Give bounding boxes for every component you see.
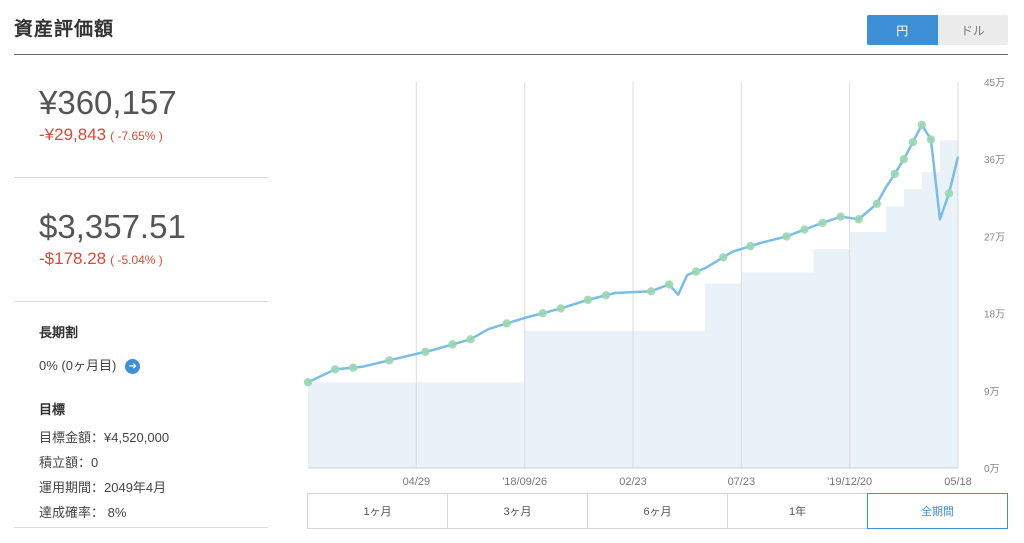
- data-point-14: [691, 267, 701, 276]
- period-selector: 1ヶ月 3ヶ月 6ヶ月 1年 全期間: [307, 493, 1008, 529]
- data-point-23: [890, 169, 900, 178]
- long-term-heading: 長期割: [39, 325, 79, 340]
- data-point-0: [303, 378, 313, 387]
- data-point-15: [719, 253, 728, 262]
- data-point-16: [746, 241, 755, 251]
- yen-change-amount: -¥29,843: [39, 125, 107, 144]
- data-point-21: [854, 215, 863, 224]
- arrow-right-icon[interactable]: ➜: [125, 359, 141, 375]
- data-point-10: [583, 295, 593, 305]
- usd-change-pct: ( -5.04% ): [110, 253, 163, 267]
- yen-value: ¥360,157: [39, 84, 177, 121]
- goal-section: 長期割 0% (0ヶ月目) ➜ 目標 目標金額：¥4,520,000 積立額：0 …: [14, 302, 268, 528]
- x-tick-label-2: 02/23: [619, 476, 647, 488]
- data-point-5: [448, 340, 457, 349]
- x-tick-label-3: 07/23: [728, 476, 756, 488]
- period-button-0[interactable]: 1ヶ月: [363, 506, 392, 518]
- page-title: 資産評価額: [14, 19, 115, 40]
- data-point-28: [944, 189, 954, 198]
- data-point-7: [502, 319, 511, 328]
- goal-probability: 達成確率： 8%: [39, 505, 127, 521]
- data-point-20: [836, 212, 845, 221]
- data-point-26: [917, 120, 927, 130]
- data-point-27: [926, 135, 936, 144]
- x-tick-label-4: '19/12/20: [827, 476, 872, 488]
- data-point-1: [330, 365, 340, 374]
- data-point-11: [601, 291, 611, 300]
- data-point-24: [899, 155, 909, 164]
- data-point-19: [818, 218, 827, 228]
- data-point-25: [908, 137, 918, 147]
- usd-change-amount: -$178.28: [39, 249, 107, 268]
- x-tick-label-1: '18/09/26: [502, 476, 547, 488]
- x-tick-label-5: 05/18: [944, 476, 972, 488]
- data-point-22: [872, 199, 881, 209]
- yen-change: -¥29,843( -7.65% ): [14, 125, 268, 145]
- data-point-18: [800, 225, 809, 234]
- period-button-2[interactable]: 6ヶ月: [587, 494, 727, 528]
- usd-change: -$178.28( -5.04% ): [14, 249, 268, 269]
- data-point-17: [782, 232, 791, 241]
- yen-change-pct: ( -7.65% ): [110, 129, 163, 143]
- period-button-3[interactable]: 1年: [727, 494, 867, 528]
- y-tick-label-5: 45万: [984, 78, 1005, 89]
- goal-period: 運用期間：2049年4月: [39, 480, 167, 496]
- summary-panel: ¥360,157 -¥29,843( -7.65% ) $3,357.51 -$…: [14, 56, 268, 528]
- data-point-13: [664, 280, 674, 289]
- dollar-button[interactable]: ドル: [937, 15, 1008, 45]
- y-tick-label-1: 9万: [984, 387, 1000, 398]
- data-point-4: [421, 347, 430, 356]
- data-point-3: [385, 356, 394, 365]
- data-point-8: [538, 308, 547, 318]
- goal-target-amount: 目標金額：¥4,520,000: [39, 430, 170, 446]
- y-tick-label-3: 27万: [984, 232, 1005, 243]
- long-term-status-text: 0% (0ヶ月目): [39, 358, 117, 373]
- currency-toggle: 円 ドル: [867, 15, 1008, 45]
- goal-heading: 目標: [39, 402, 66, 418]
- data-point-2: [348, 363, 358, 372]
- data-point-6: [466, 335, 475, 344]
- period-button-1[interactable]: 3ヶ月: [447, 494, 587, 528]
- yen-summary: ¥360,157 -¥29,843( -7.65% ): [14, 56, 268, 178]
- y-tick-label-0: 0万: [984, 464, 1000, 475]
- header-divider: [14, 54, 1008, 55]
- data-point-9: [556, 304, 565, 313]
- usd-value: $3,357.51: [39, 208, 186, 245]
- y-tick-label-2: 18万: [984, 310, 1005, 321]
- period-button-4[interactable]: 全期間: [867, 493, 1008, 529]
- area-series: [308, 133, 958, 468]
- usd-summary: $3,357.51 -$178.28( -5.04% ): [14, 178, 268, 302]
- goal-contribution: 積立額：0: [39, 455, 99, 471]
- data-point-12: [646, 287, 656, 296]
- y-tick-label-4: 36万: [984, 155, 1005, 166]
- yen-button[interactable]: 円: [867, 15, 938, 45]
- x-tick-label-0: 04/29: [403, 476, 431, 488]
- long-term-status: 0% (0ヶ月目) ➜: [14, 355, 268, 375]
